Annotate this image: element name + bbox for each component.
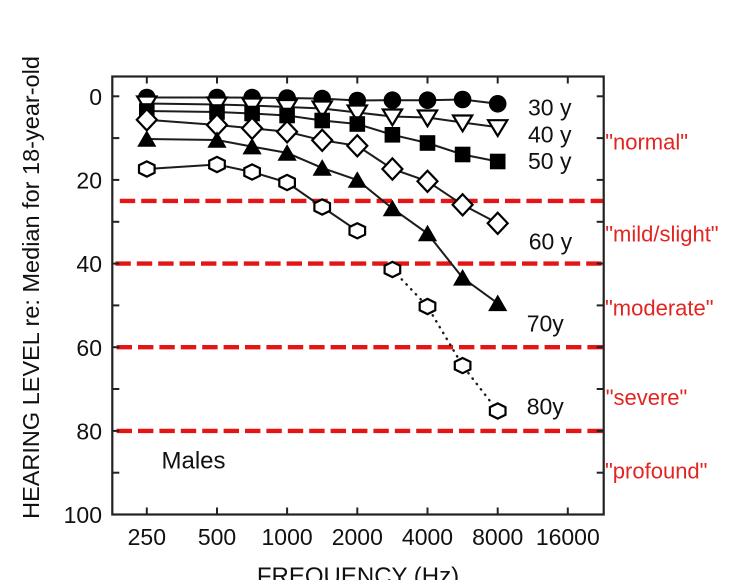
svg-text:40 y: 40 y xyxy=(528,121,572,147)
svg-text:60: 60 xyxy=(76,335,102,361)
svg-text:60 y: 60 y xyxy=(529,228,573,254)
svg-text:80: 80 xyxy=(76,419,102,445)
svg-text:8000: 8000 xyxy=(472,524,523,550)
svg-text:500: 500 xyxy=(198,524,236,550)
svg-text:"mild/slight": "mild/slight" xyxy=(605,222,718,247)
svg-text:HEARING LEVEL re: Median for 1: HEARING LEVEL re: Median for 18-year-old xyxy=(18,56,44,519)
svg-text:2000: 2000 xyxy=(332,524,383,550)
svg-text:Males: Males xyxy=(162,448,226,475)
svg-text:"normal": "normal" xyxy=(605,129,688,154)
svg-text:50 y: 50 y xyxy=(528,148,572,174)
svg-text:1000: 1000 xyxy=(262,524,313,550)
svg-text:"severe": "severe" xyxy=(606,385,688,410)
svg-text:"profound": "profound" xyxy=(605,459,707,484)
svg-text:80y: 80y xyxy=(527,394,565,420)
svg-text:40: 40 xyxy=(76,251,102,277)
svg-text:70y: 70y xyxy=(527,311,565,337)
svg-text:30 y: 30 y xyxy=(528,94,572,120)
svg-text:16000: 16000 xyxy=(536,524,600,550)
svg-text:20: 20 xyxy=(76,168,102,194)
svg-text:250: 250 xyxy=(128,524,166,550)
svg-text:4000: 4000 xyxy=(402,524,453,550)
svg-text:0: 0 xyxy=(89,84,102,110)
svg-text:FREQUENCY (Hz): FREQUENCY (Hz) xyxy=(257,563,459,580)
svg-text:"moderate": "moderate" xyxy=(605,295,714,320)
svg-text:100: 100 xyxy=(64,502,102,528)
